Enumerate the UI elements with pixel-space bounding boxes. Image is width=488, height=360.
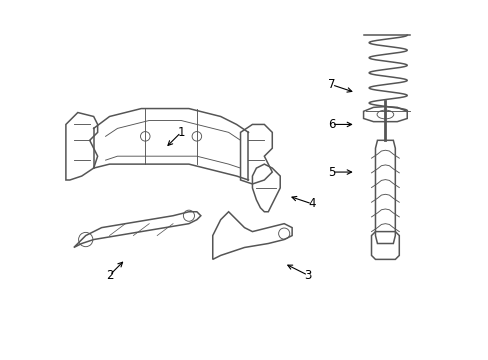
- Text: 6: 6: [327, 118, 335, 131]
- Text: 5: 5: [327, 166, 335, 179]
- Text: 7: 7: [327, 78, 335, 91]
- Text: 4: 4: [307, 197, 315, 210]
- Text: 3: 3: [304, 269, 311, 282]
- Text: 2: 2: [105, 269, 113, 282]
- Text: 1: 1: [177, 126, 184, 139]
